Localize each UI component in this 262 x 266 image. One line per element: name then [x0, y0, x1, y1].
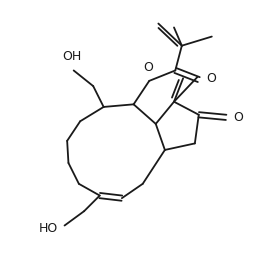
Text: O: O — [206, 72, 216, 85]
Text: HO: HO — [39, 222, 58, 235]
Text: OH: OH — [62, 50, 81, 63]
Text: O: O — [233, 111, 243, 124]
Text: O: O — [143, 61, 153, 74]
